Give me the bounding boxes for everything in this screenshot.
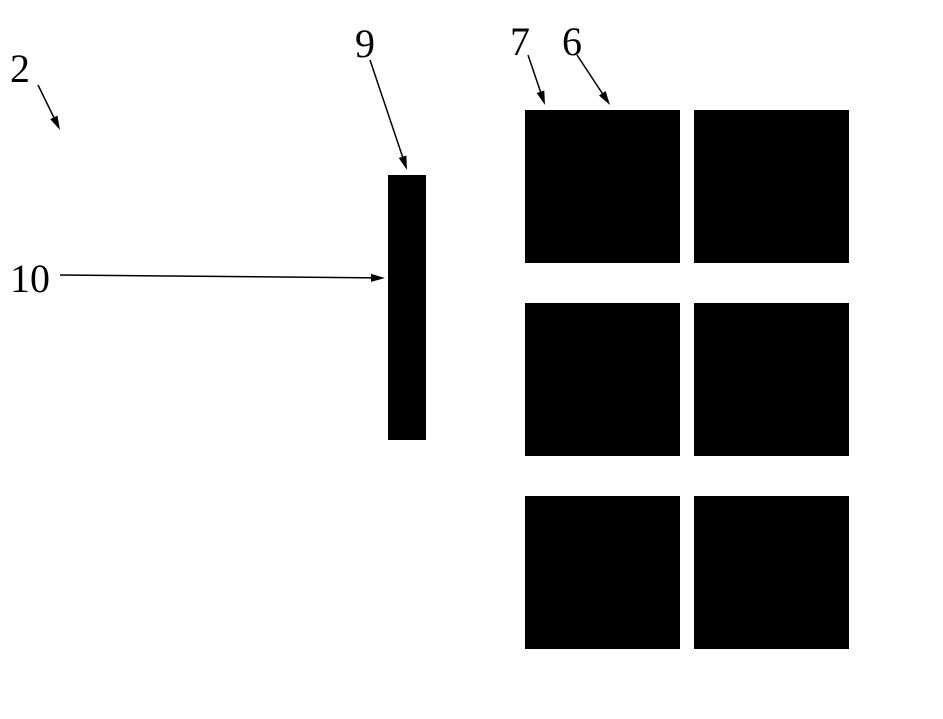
grid-cell [525,110,680,263]
diagram-stage: 2 9 10 7 6 [0,0,943,719]
label-6-text: 6 [562,19,582,64]
label-2-text: 2 [10,46,30,91]
label-2: 2 [10,45,30,92]
grid-cell [525,496,680,649]
label-7-text: 7 [510,19,530,64]
label-10-text: 10 [10,256,50,301]
arrow-7 [528,55,545,105]
arrow-10 [60,274,385,282]
label-7: 7 [510,18,530,65]
label-6: 6 [562,18,582,65]
grid-cell [694,110,849,263]
label-10: 10 [10,255,50,302]
grid-cell [525,303,680,456]
label-9-text: 9 [355,21,375,66]
label-9: 9 [355,20,375,67]
arrow-9 [370,60,407,170]
grid-cell [694,496,849,649]
grid-cell [694,303,849,456]
arrow-2 [38,85,60,130]
vertical-bar [388,175,426,440]
